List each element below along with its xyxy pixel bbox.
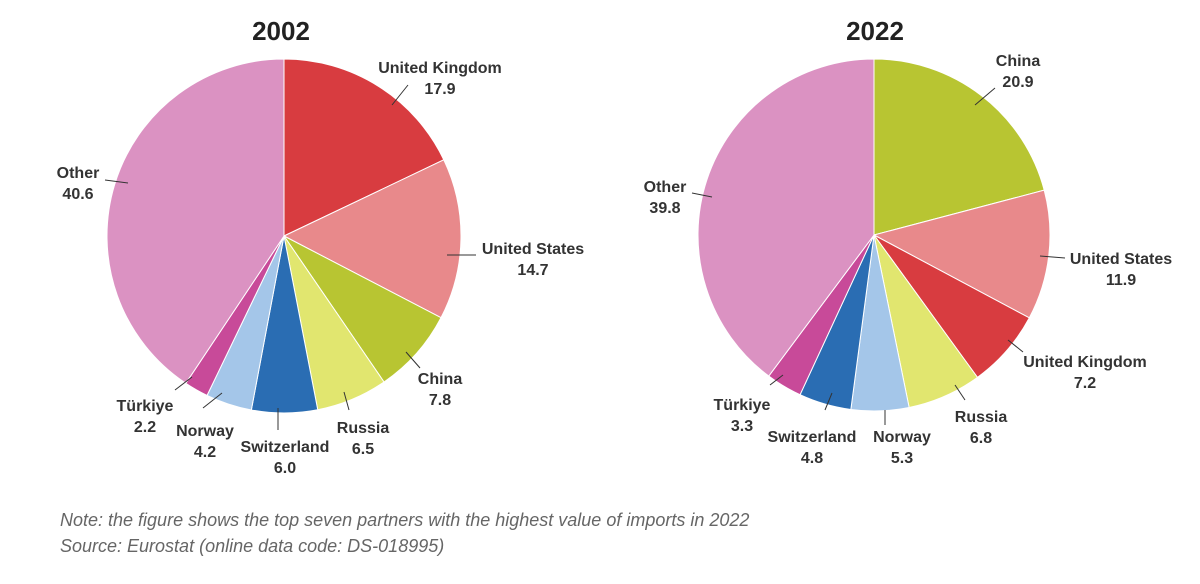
slice-value: 3.3 [731,418,753,435]
leader-line [104,179,129,184]
slice-value: 7.8 [429,392,451,409]
slice-label: United States [1070,251,1172,268]
slice-label: Norway [176,423,234,440]
slice-value: 11.9 [1106,272,1136,289]
slice-label: United States [482,241,584,258]
pie-slice-other [106,58,285,384]
footnote-source: Source: Eurostat (online data code: DS-0… [60,536,445,556]
chart-title: 2022 [846,16,904,46]
pie-slice-united-kingdom [283,58,445,237]
slice-label: China [418,371,463,388]
leader-line [174,376,193,391]
slice-label: United Kingdom [378,60,502,77]
slice-label: Switzerland [768,429,857,446]
leader-line [405,351,421,369]
leader-line [769,374,784,386]
slice-label: Russia [955,409,1008,426]
slice-label: Other [644,179,687,196]
slice-value: 4.8 [801,450,823,467]
slice-label: United Kingdom [1023,354,1147,371]
pie-slice-united-states [872,189,1051,319]
slice-value: 20.9 [1002,74,1033,91]
leader-line [391,84,409,106]
footnote-note: Note: the figure shows the top seven par… [60,510,750,530]
leader-line [691,192,713,198]
slice-label: Norway [873,429,931,446]
pie-slice-other [697,58,875,377]
leader-line [343,391,350,411]
slice-value: 4.2 [194,444,216,461]
slice-value: 40.6 [62,186,93,203]
slice-value: 6.0 [274,460,296,477]
leader-line [1007,339,1024,353]
slice-label: Other [57,165,100,182]
leader-line [974,87,996,106]
slice-value: 17.9 [424,81,455,98]
leader-line [954,384,966,401]
pie-slice-china [873,58,1045,236]
slice-value: 39.8 [649,200,680,217]
slice-label: Switzerland [241,439,330,456]
slice-value: 2.2 [134,419,156,436]
slice-value: 6.5 [352,441,374,458]
slice-value: 6.8 [970,430,992,447]
slice-value: 7.2 [1074,375,1096,392]
chart-title: 2002 [252,16,310,46]
slice-value: 5.3 [891,450,913,467]
slice-label: Russia [337,420,390,437]
leader-line [1039,255,1066,259]
leader-line [202,392,223,409]
slice-label: Türkiye [117,398,174,415]
slice-label: Türkiye [714,397,771,414]
slice-value: 14.7 [517,262,548,279]
pie-slice-united-states [282,159,462,319]
leader-line [824,392,833,411]
slice-label: China [996,53,1041,70]
